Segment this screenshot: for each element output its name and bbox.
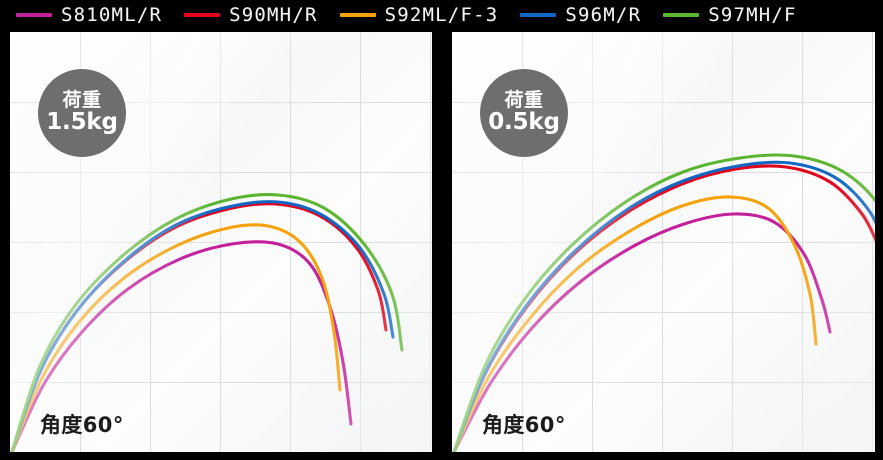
legend-item-3: S96M/R	[520, 4, 641, 26]
chart-panel-load-0-5kg: 荷重 0.5kg 角度60°	[452, 32, 875, 452]
angle-label-right: 角度60°	[482, 413, 566, 437]
legend-swatch-icon-1	[184, 13, 221, 17]
load-badge-title: 荷重	[504, 88, 544, 111]
legend-item-4: S97MH/F	[663, 4, 796, 26]
angle-label-left: 角度60°	[40, 413, 124, 437]
legend-swatch-icon-0	[16, 13, 52, 17]
chart-panel-load-1-5kg: 荷重 1.5kg 角度60°	[10, 32, 432, 452]
legend: S810ML/R S90MH/R S92ML/F-3 S96M/R S97MH/…	[0, 0, 883, 30]
legend-item-1: S90MH/R	[184, 4, 317, 26]
load-badge-value: 1.5kg	[46, 109, 118, 136]
legend-label-0: S810ML/R	[61, 4, 163, 26]
legend-label-1: S90MH/R	[229, 4, 318, 26]
load-badge-title: 荷重	[62, 88, 102, 111]
legend-label-4: S97MH/F	[708, 4, 797, 26]
legend-label-3: S96M/R	[565, 4, 642, 26]
legend-label-2: S92ML/F-3	[384, 4, 499, 26]
load-badge-value: 0.5kg	[488, 109, 560, 136]
legend-swatch-icon-3	[520, 13, 557, 17]
legend-item-0: S810ML/R	[16, 4, 162, 26]
legend-item-2: S92ML/F-3	[339, 4, 499, 26]
legend-swatch-icon-2	[339, 13, 376, 17]
load-badge-0-5kg: 荷重 0.5kg	[480, 69, 568, 157]
load-badge-1-5kg: 荷重 1.5kg	[38, 69, 126, 157]
legend-swatch-icon-4	[663, 13, 700, 17]
